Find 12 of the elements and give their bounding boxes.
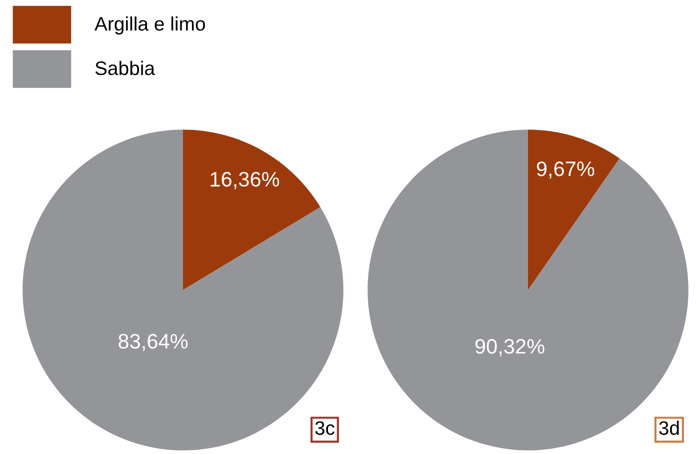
legend-label: Sabbia — [95, 60, 156, 76]
pie-slice — [528, 130, 620, 290]
text: 3d — [659, 420, 679, 435]
text: 3c — [315, 421, 334, 435]
data-label: 90,32% — [475, 339, 544, 356]
data-label: 83,64% — [118, 334, 188, 352]
pie-slice — [183, 130, 320, 290]
legend-label: Argilla e limo — [94, 16, 205, 35]
pie-slice — [22, 130, 344, 450]
data-label: 9,67% — [536, 161, 594, 179]
data-label: 16,36% — [210, 172, 280, 190]
pie-slice — [368, 130, 688, 450]
